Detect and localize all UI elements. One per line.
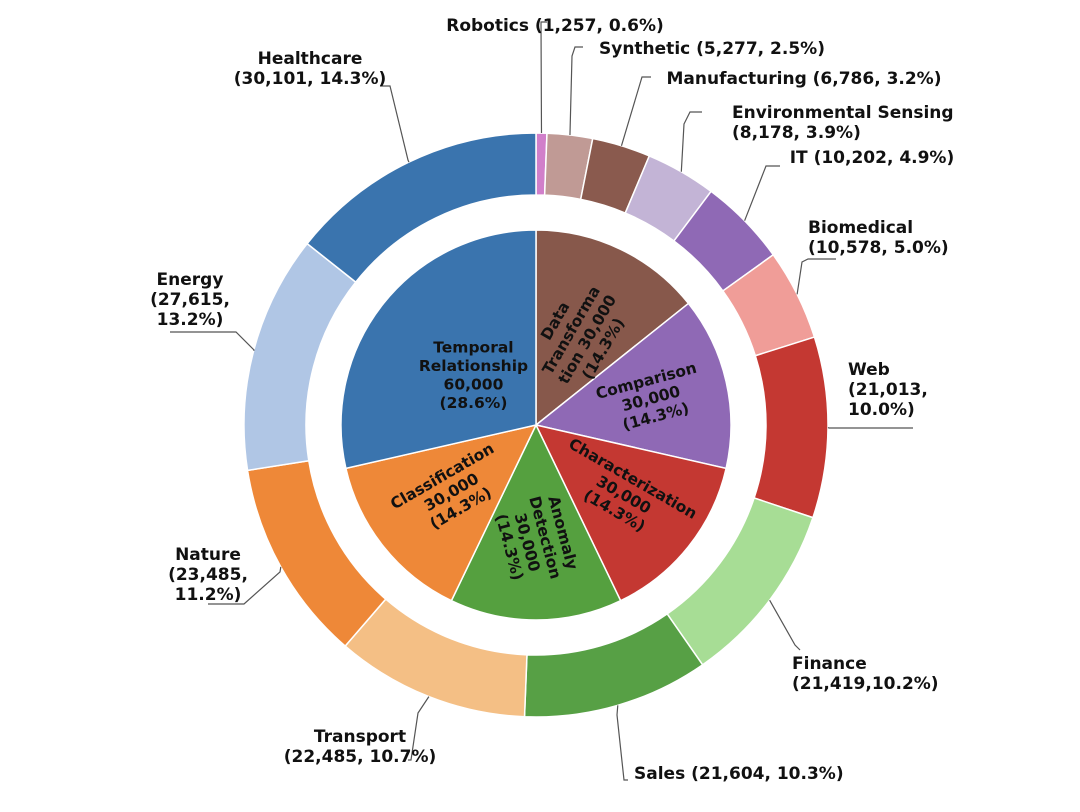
leader-nature	[208, 566, 282, 605]
outer-label-finance: Finance (21,419,10.2%)	[792, 654, 939, 694]
outer-label-nature: Nature (23,485, 11.2%)	[168, 545, 248, 605]
leader-environmental-sensing	[680, 111, 702, 172]
outer-slice-web	[753, 336, 829, 519]
leader-web	[827, 426, 913, 429]
outer-label-web: Web (21,013, 10.0%)	[848, 360, 928, 420]
outer-label-biomedical: Biomedical (10,578, 5.0%)	[808, 218, 949, 258]
outer-label-energy: Energy (27,615, 13.2%)	[150, 270, 230, 330]
leader-energy	[170, 331, 255, 352]
inner-slice-temporal-relationship	[340, 229, 537, 470]
leader-healthcare	[380, 85, 410, 163]
outer-slice-healthcare	[306, 132, 537, 284]
leader-synthetic	[569, 46, 583, 135]
outer-label-transport: Transport (22,485, 10.7%)	[284, 727, 437, 767]
outer-labels: Robotics (1,257, 0.6%) Synthetic (5,277, …	[150, 16, 954, 784]
outer-label-healthcare: Healthcare (30,101, 14.3%)	[234, 49, 387, 89]
outer-label-manufacturing: Manufacturing (6,786, 3.2%)	[666, 69, 941, 89]
leader-biomedical	[796, 258, 836, 295]
inner-slice-characterization	[534, 423, 728, 602]
inner-slice-anomaly-detection	[450, 423, 622, 621]
leader-it	[744, 165, 780, 221]
outer-slice-energy	[243, 242, 357, 472]
leader-manufacturing	[620, 76, 651, 146]
inner-label-anomaly-detection: AnomalyDetection30,000(14.3%)	[490, 489, 583, 590]
inner-slice-comparison	[534, 302, 732, 470]
outer-ring	[243, 132, 829, 718]
leader-lines	[170, 21, 913, 781]
leader-robotics	[540, 21, 547, 134]
inner-slice-classification	[344, 423, 538, 602]
outer-label-synthetic: Synthetic (5,277, 2.5%)	[599, 39, 825, 59]
inner-label-temporal-relationship: Temporal Relationship 60,000 (28.6%)	[419, 338, 528, 412]
leader-transport	[408, 696, 430, 761]
inner-pie	[340, 229, 732, 621]
outer-slice-sales	[523, 612, 704, 718]
outer-label-environmental-sensing: Environmental Sensing (8,178, 3.9%)	[732, 103, 954, 143]
inner-slice-data-transformation	[535, 229, 690, 427]
outer-label-sales: Sales (21,604, 10.3%)	[634, 764, 844, 784]
outer-label-robotics: Robotics (1,257, 0.6%)	[446, 16, 664, 36]
leader-finance	[769, 599, 801, 651]
outer-label-it: IT (10,202, 4.9%)	[790, 148, 955, 168]
leader-sales	[616, 705, 628, 781]
